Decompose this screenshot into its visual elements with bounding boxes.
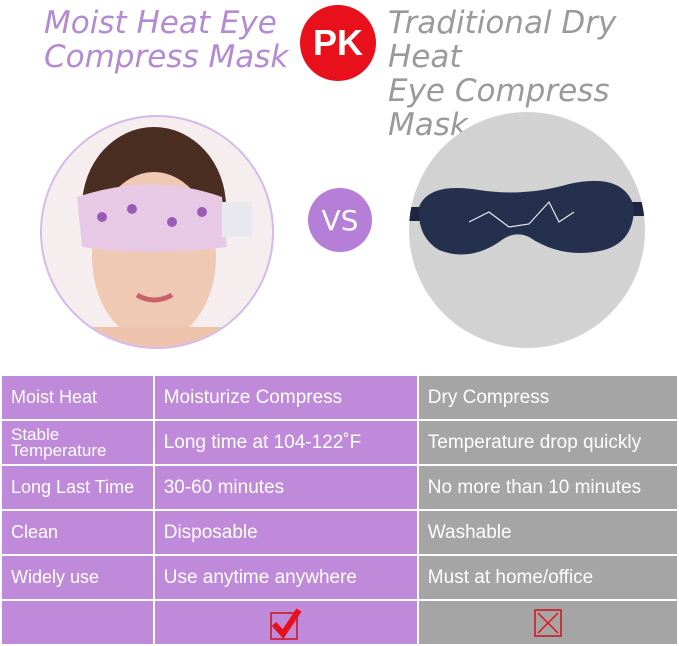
feature-cell: Clean [0,509,155,556]
dry-cell: Washable [416,509,679,556]
vs-badge: VS [308,188,372,252]
x-box-icon [534,608,562,637]
moist-cell: Use anytime anywhere [152,554,419,601]
table-row: Clean Disposable Washable [0,509,679,556]
title-line: Moist Heat Eye [44,5,277,41]
feature-cell: Stable Temperature [0,419,155,466]
comparison-table: Moist Heat Moisturize Compress Dry Compres… [0,374,679,646]
moist-cell [152,599,419,646]
moist-cell: Disposable [152,509,419,556]
title-line: Eye Compress Mask [388,73,610,143]
moist-cell: Long time at 104-122˚F [152,419,419,466]
title-line: Compress Mask [44,39,289,75]
dry-cell: No more than 10 minutes [416,464,679,511]
dry-mask-title: Traditional Dry Heat Eye Compress Mask [388,6,679,142]
feature-cell [0,599,155,646]
dry-cell: Must at home/office [416,554,679,601]
table-row: Widely use Use anytime anywhere Must at ho… [0,554,679,601]
pk-badge: PK [300,5,376,81]
moist-cell: Moisturize Compress [152,374,419,421]
dry-cell: Temperature drop quickly [416,419,679,466]
table-row [0,599,679,646]
table-row: Moist Heat Moisturize Compress Dry Compres… [0,374,679,421]
dry-mask-photo [409,112,645,348]
feature-cell: Widely use [0,554,155,601]
title-line: Traditional Dry Heat [388,5,617,75]
dry-cell [416,599,679,646]
check-box-icon [270,607,302,640]
feature-cell: Moist Heat [0,374,155,421]
table-row: Stable Temperature Long time at 104-122˚F… [0,419,679,466]
moist-mask-title: Moist Heat Eye Compress Mask [44,6,288,74]
table-row: Long Last Time 30-60 minutes No more than … [0,464,679,511]
moist-mask-photo [40,115,274,349]
dry-cell: Dry Compress [416,374,679,421]
moist-cell: 30-60 minutes [152,464,419,511]
feature-cell: Long Last Time [0,464,155,511]
